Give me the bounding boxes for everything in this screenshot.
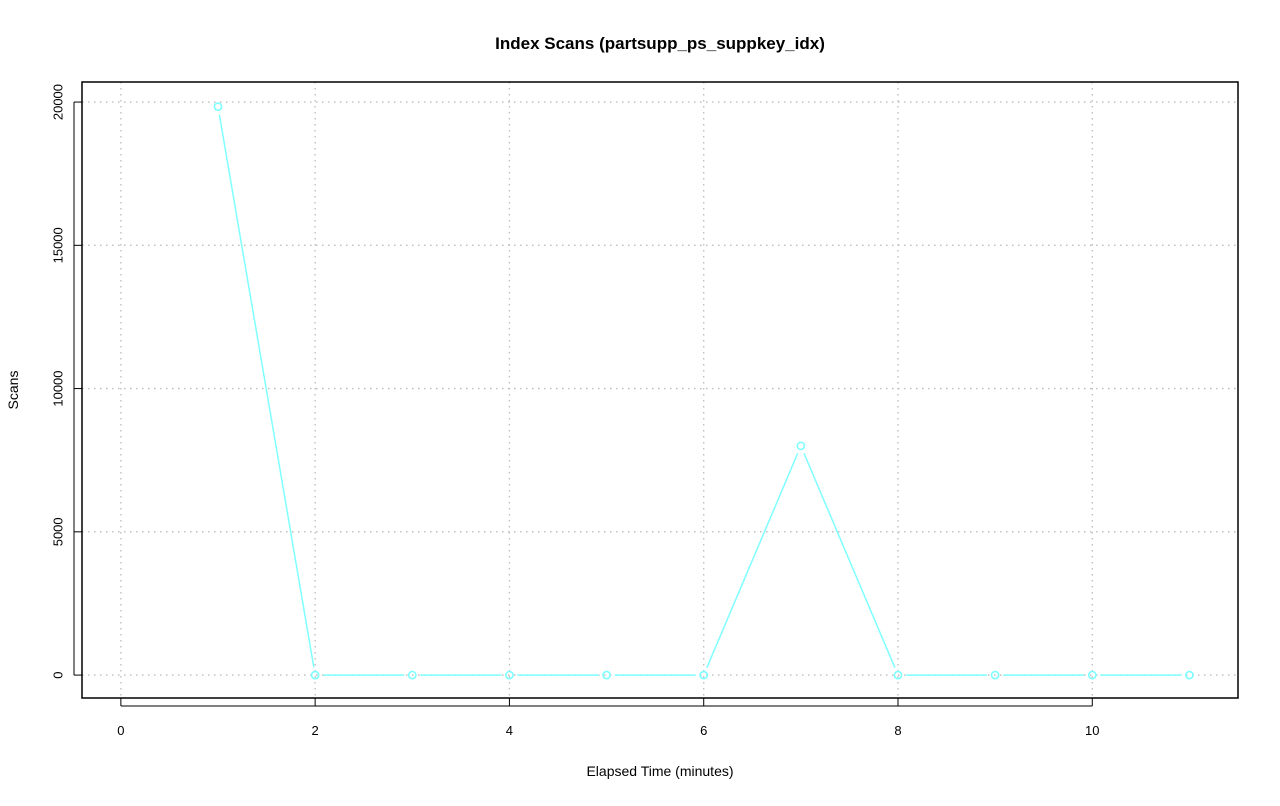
series-line-segment [803, 452, 896, 669]
y-axis: 0 5000 10000 15000 20000 [51, 84, 82, 679]
series-line-segment [218, 114, 315, 668]
grid [82, 82, 1238, 698]
x-tick-label: 4 [506, 723, 513, 738]
y-tick-label: 10000 [51, 370, 66, 406]
y-tick-label: 5000 [51, 517, 66, 546]
data-point [407, 670, 417, 680]
x-axis-label: Elapsed Time (minutes) [586, 763, 733, 779]
y-tick-label: 0 [51, 671, 66, 678]
y-tick-label: 15000 [51, 227, 66, 263]
data-point [213, 102, 223, 112]
data-point [505, 670, 514, 680]
x-tick-label: 10 [1085, 723, 1099, 738]
data-point [699, 670, 709, 680]
series-line-segment [706, 452, 799, 669]
data-point [1185, 670, 1194, 680]
y-tick-label: 20000 [51, 84, 66, 120]
chart-title: Index Scans (partsupp_ps_suppkey_idx) [495, 34, 825, 53]
data-point [1087, 670, 1097, 680]
data-point [602, 670, 611, 680]
x-tick-label: 8 [894, 723, 901, 738]
x-tick-label: 6 [700, 723, 707, 738]
y-axis-label: Scans [5, 371, 21, 410]
x-axis: 0 2 4 6 8 10 [117, 698, 1100, 738]
series [213, 102, 1194, 680]
plot-frame [81, 81, 1239, 699]
data-point [893, 670, 903, 680]
x-tick-label: 2 [312, 723, 319, 738]
x-tick-label: 0 [117, 723, 124, 738]
data-point [310, 670, 320, 680]
data-point [796, 441, 806, 451]
data-point [990, 670, 1000, 680]
